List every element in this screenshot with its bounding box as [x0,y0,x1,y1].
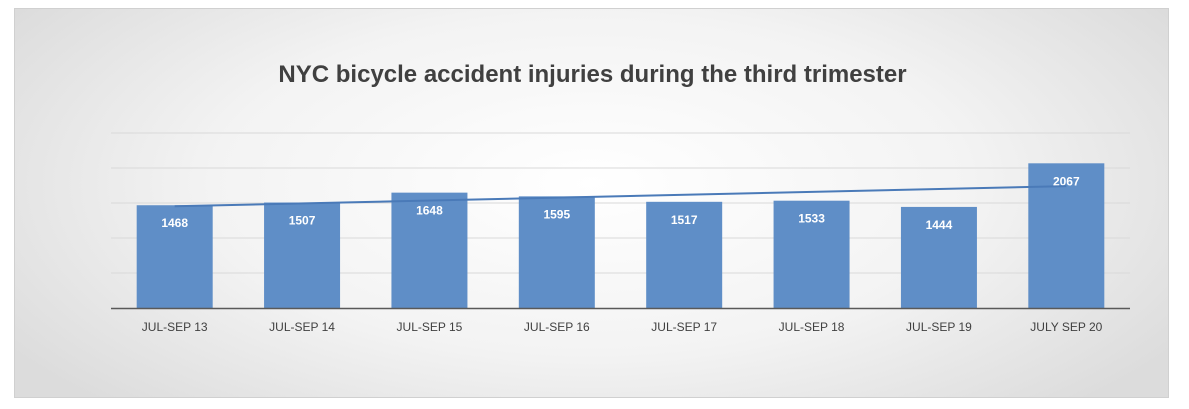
bar-chart: 1468 JUL-SEP 13 1507 JUL-SEP 14 1648 JUL-SEP … [111,132,1130,334]
data-label: 1533 [798,212,825,226]
chart-frame: NYC bicycle accident injuries during the… [14,8,1169,398]
data-label: 1648 [416,204,443,218]
data-label: 1595 [543,207,570,221]
bar [264,202,341,308]
x-tick-label: JULY SEP 20 [1030,320,1102,334]
x-tick-label: JUL-SEP 15 [397,320,463,334]
bar [773,200,850,308]
x-tick-label: JUL-SEP 17 [651,320,717,334]
data-label: 1444 [926,218,953,232]
data-label: 1507 [289,214,316,228]
data-label: 1517 [671,213,698,227]
x-tick-label: JUL-SEP 16 [524,320,590,334]
data-label: 1468 [161,216,188,230]
bar [391,192,468,308]
x-tick-label: JUL-SEP 18 [779,320,845,334]
x-tick-label: JUL-SEP 13 [142,320,208,334]
trendline [174,185,1067,208]
data-label: 2067 [1053,174,1080,188]
bar [518,196,595,308]
x-tick-label: JUL-SEP 14 [269,320,335,334]
bar [136,205,213,308]
bar [900,206,977,308]
x-tick-label: JUL-SEP 19 [906,320,972,334]
chart-title: NYC bicycle accident injuries during the… [278,61,907,88]
bar [646,201,723,308]
